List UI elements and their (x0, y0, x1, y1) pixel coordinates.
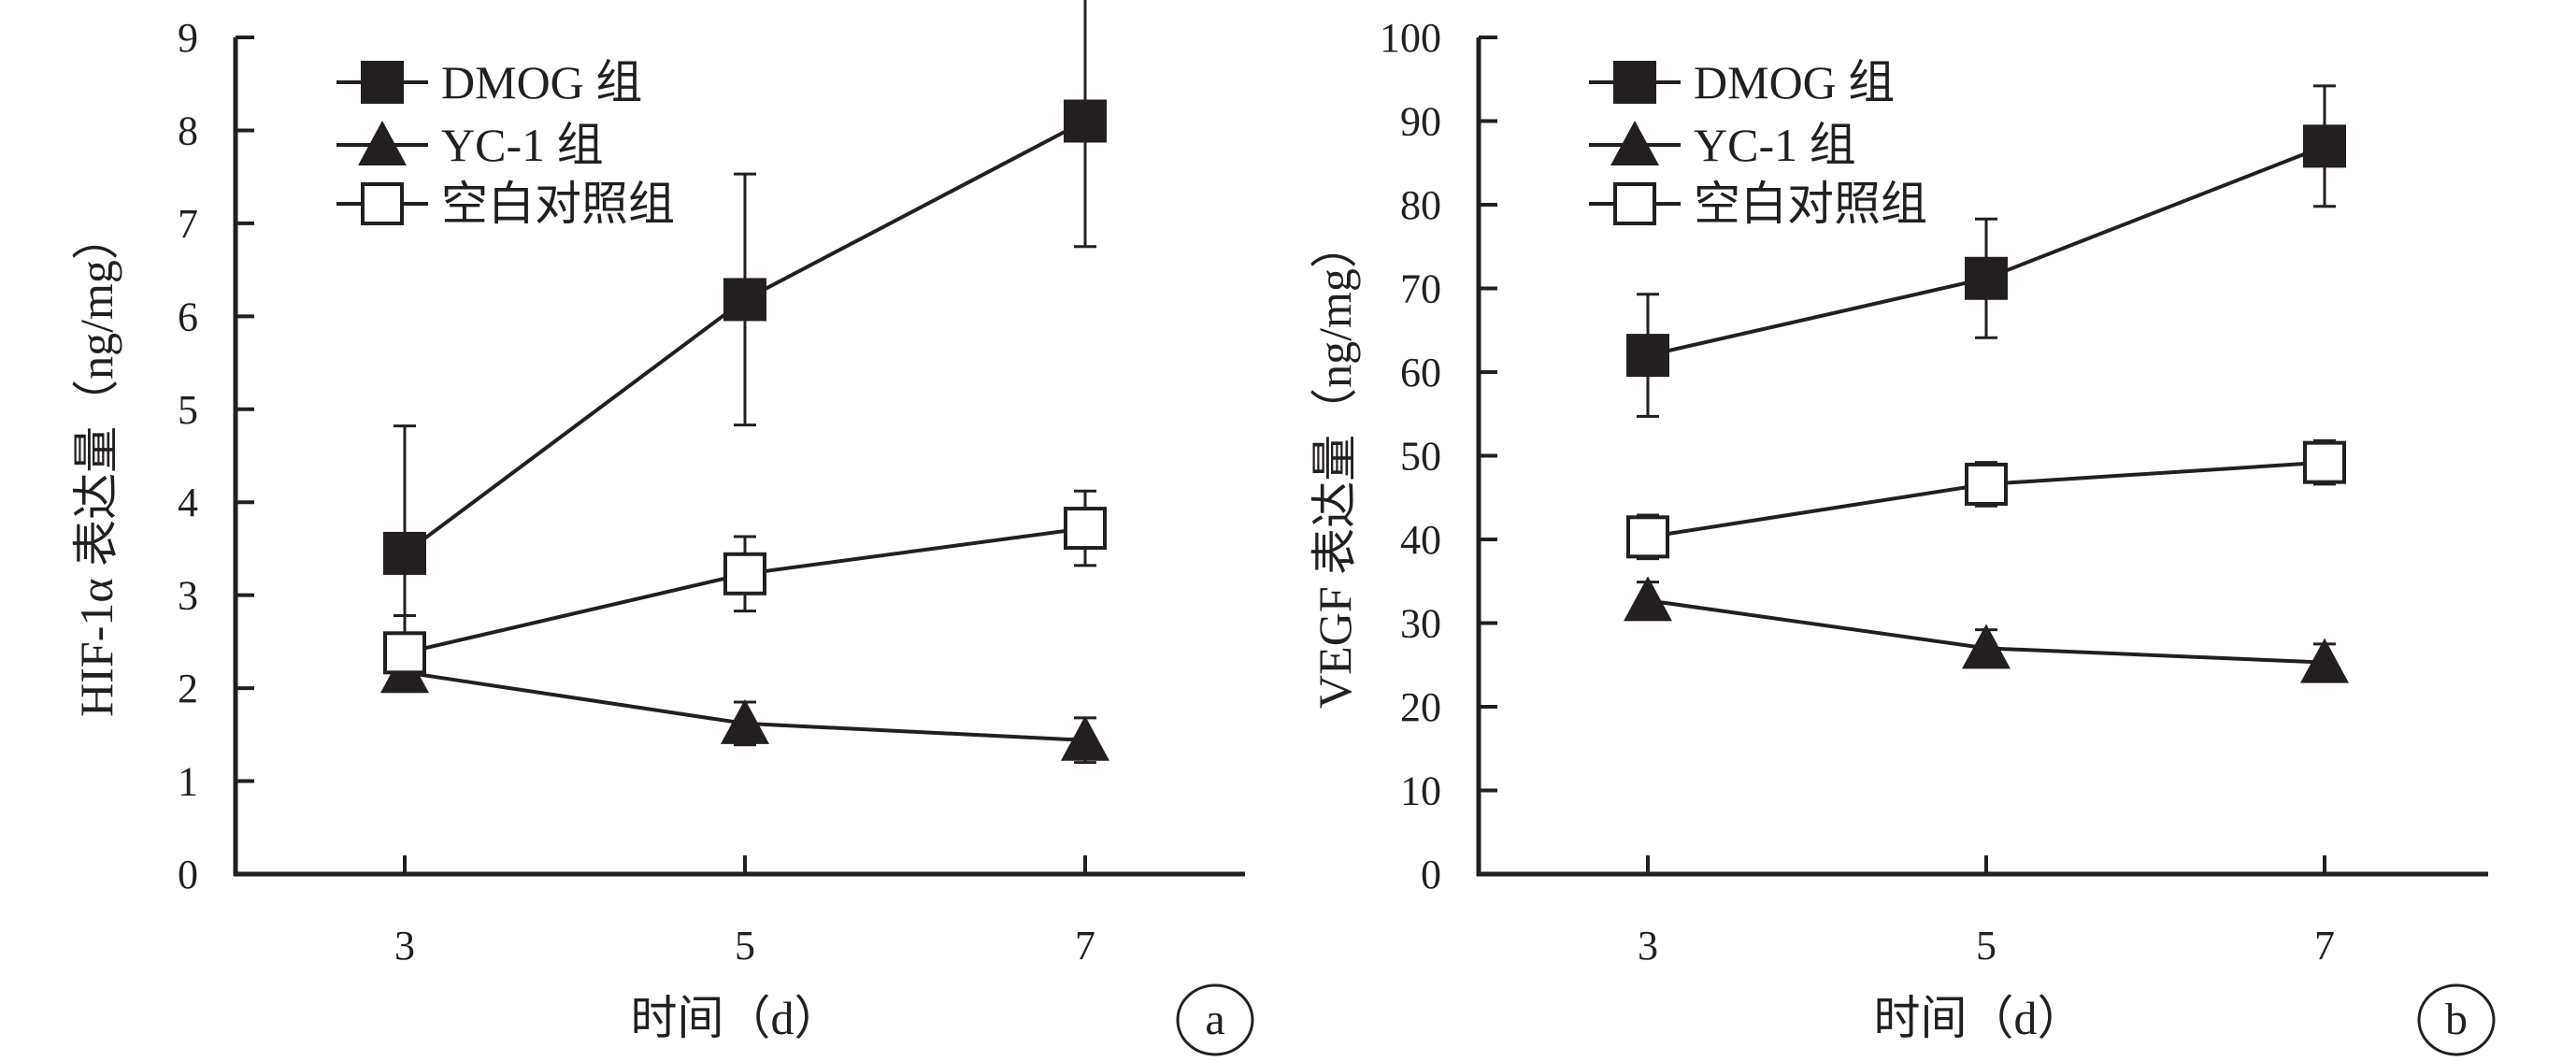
y-tick-label: 4 (178, 480, 198, 525)
legend-label: YC-1 组 (1694, 119, 1856, 171)
x-tick-label: 7 (1075, 923, 1095, 969)
data-point (2303, 440, 2346, 484)
legend-label: YC-1 组 (441, 119, 604, 171)
series-1 (380, 648, 1109, 765)
data-point (1962, 624, 2011, 669)
series-0 (383, 0, 1107, 682)
y-tick-label: 8 (178, 108, 198, 153)
y-tick-label: 1 (178, 759, 198, 805)
y-tick-label: 5 (178, 387, 198, 433)
x-tick-label: 3 (394, 923, 415, 969)
x-axis-title: 时间（d） (1874, 992, 2084, 1044)
legend-label: 空白对照组 (441, 178, 675, 230)
panel-label: b (2445, 995, 2468, 1044)
y-tick-label: 0 (178, 852, 198, 897)
legend-marker (361, 61, 404, 104)
y-tick-label: 10 (1400, 768, 1441, 814)
panel-label-circle (1176, 983, 1254, 1056)
panel-label-circle (2417, 983, 2496, 1056)
data-point (1626, 334, 1669, 378)
y-tick-label: 50 (1400, 434, 1441, 480)
series-2 (1626, 438, 2346, 561)
legend-marker (358, 121, 407, 165)
x-tick-label: 7 (2314, 923, 2335, 969)
data-point (2303, 124, 2346, 168)
data-point (1624, 576, 1672, 622)
y-tick-label: 100 (1380, 15, 1441, 61)
data-point (721, 698, 769, 744)
y-axis-title: HIF-1α 表达量（ng/mg） (70, 213, 122, 717)
y-tick-label: 90 (1400, 99, 1441, 145)
data-point (723, 278, 766, 322)
y-tick-label: 2 (178, 666, 198, 711)
x-tick-label: 5 (1976, 923, 1996, 969)
data-point (383, 631, 426, 675)
chart-panel-a: 0 1 2 3 4 5 6 7 8 9 3 5 7 时间（d） HIF-1α 表达量（ng/mg） DMOG … (70, 0, 1254, 1056)
y-axis-title: VEGF 表达量（ng/mg） (1309, 222, 1361, 709)
x-tick-label: 3 (1638, 923, 1658, 969)
legend-marker (1610, 121, 1659, 165)
series-2 (383, 489, 1107, 692)
y-tick-label: 0 (1421, 852, 1441, 897)
x-axis-title: 时间（d） (631, 992, 841, 1044)
x-tick-label: 5 (735, 923, 755, 969)
y-tick-label: 3 (178, 573, 198, 619)
data-point (1965, 462, 2008, 506)
legend-marker (361, 182, 404, 225)
y-tick-label: 30 (1400, 601, 1441, 647)
series-1 (1624, 576, 2349, 683)
data-point (383, 531, 426, 575)
y-tick-label: 20 (1400, 684, 1441, 730)
data-point (2300, 638, 2349, 683)
y-tick-label: 40 (1400, 517, 1441, 563)
y-tick-label: 9 (178, 15, 198, 61)
legend-label: DMOG 组 (1694, 56, 1895, 108)
chart-panel-b: 0 10 20 30 40 50 60 70 80 90 100 3 5 7 时间（d） VEGF 表达量（n… (1309, 15, 2496, 1056)
legend-label: 空白对照组 (1694, 178, 1927, 230)
legend-label: DMOG 组 (441, 56, 642, 108)
panel-label: a (1205, 995, 1224, 1044)
series-0 (1626, 84, 2346, 418)
y-tick-label: 70 (1400, 266, 1441, 312)
data-point (1064, 507, 1107, 551)
data-point (1626, 515, 1669, 559)
data-point (723, 552, 766, 596)
data-point (1064, 99, 1107, 143)
legend-marker (1613, 182, 1656, 225)
data-point (1061, 715, 1109, 761)
y-tick-label: 60 (1400, 350, 1441, 395)
y-tick-label: 6 (178, 294, 198, 339)
y-tick-label: 80 (1400, 182, 1441, 228)
legend-marker (1613, 61, 1656, 104)
data-point (1965, 256, 2008, 300)
y-tick-label: 7 (178, 201, 198, 247)
